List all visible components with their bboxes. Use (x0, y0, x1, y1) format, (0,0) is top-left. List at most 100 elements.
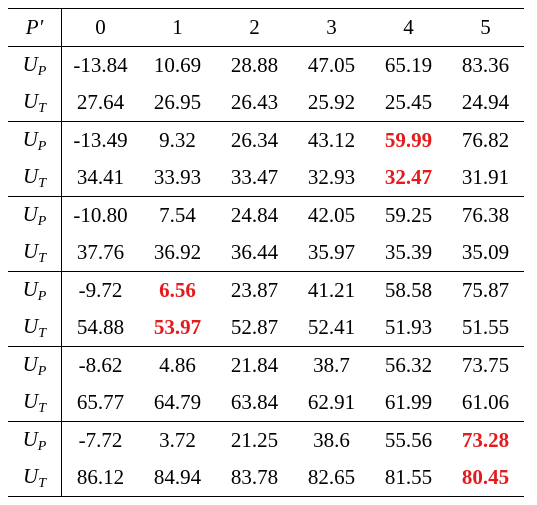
cell: 61.99 (384, 390, 433, 414)
row-label: UP (8, 346, 62, 384)
cell: 25.92 (307, 90, 356, 114)
table-row: UP -7.72 3.72 21.25 38.6 55.56 73.28 (8, 421, 524, 459)
cell: 81.55 (370, 459, 447, 497)
label-sub: P (37, 438, 47, 454)
label-main: U (23, 388, 39, 413)
cell: 76.82 (447, 121, 524, 159)
table-row: UP -10.80 7.54 24.84 42.05 59.25 76.38 (8, 196, 524, 234)
label-main: U (22, 201, 38, 226)
cell: 25.45 (384, 90, 433, 114)
cell: 65.77 (76, 390, 125, 414)
cell: 82.65 (293, 459, 370, 497)
label-sub: T (38, 475, 46, 491)
cell: 10.69 (139, 46, 216, 84)
cell: 43.12 (293, 121, 370, 159)
column-header: 0 (61, 8, 139, 47)
table-row: UT 54.88 53.97 52.87 52.41 51.93 51.55 (8, 309, 524, 347)
label-main: U (22, 276, 38, 301)
label-sub: P (37, 63, 47, 79)
row-label: UP (8, 271, 62, 309)
row-label: UP (8, 121, 62, 159)
row-label: UT (8, 309, 62, 347)
cell: 26.34 (216, 121, 293, 159)
row-label: UT (8, 159, 62, 197)
cell: 63.84 (230, 390, 279, 414)
cell: 62.91 (307, 390, 356, 414)
cell: 36.92 (153, 240, 202, 264)
row-label: UT (8, 459, 62, 497)
cell: 56.32 (370, 346, 447, 384)
label-sub: T (38, 250, 46, 266)
cell: 21.25 (216, 421, 293, 459)
cell: 24.84 (216, 196, 293, 234)
row-label: UT (8, 84, 62, 122)
label-main: U (22, 126, 38, 151)
label-main: U (23, 463, 39, 488)
cell: 23.87 (216, 271, 293, 309)
cell: 52.41 (307, 315, 356, 339)
cell: -9.72 (61, 271, 139, 309)
cell: 52.87 (230, 315, 279, 339)
cell: 61.06 (461, 390, 510, 414)
cell: 26.95 (153, 90, 202, 114)
label-main: U (22, 351, 38, 376)
table-row: UP -13.49 9.32 26.34 43.12 59.99 76.82 (8, 121, 524, 159)
cell: -8.62 (61, 346, 139, 384)
label-main: U (22, 51, 38, 76)
cell: 86.12 (61, 459, 139, 497)
cell: 33.93 (153, 165, 202, 189)
corner-header: P′ (8, 8, 62, 47)
cell: -13.49 (61, 121, 139, 159)
label-sub: T (38, 100, 46, 116)
cell: 83.36 (447, 46, 524, 84)
label-main: U (23, 163, 39, 188)
cell: 36.44 (230, 240, 279, 264)
cell: 83.78 (216, 459, 293, 497)
row-label: UP (8, 46, 62, 84)
label-sub: P (37, 363, 47, 379)
cell: 26.43 (230, 90, 279, 114)
column-header: 2 (216, 8, 293, 47)
cell: 35.09 (461, 240, 510, 264)
cell: 76.38 (447, 196, 524, 234)
cell: 35.39 (384, 240, 433, 264)
label-main: U (22, 426, 38, 451)
table-row: UP -8.62 4.86 21.84 38.7 56.32 73.75 (8, 346, 524, 384)
table-row: UP -9.72 6.56 23.87 41.21 58.58 75.87 (8, 271, 524, 309)
highlighted-cell: 73.28 (447, 421, 524, 459)
table-row: UT 86.12 84.94 83.78 82.65 81.55 80.45 (8, 459, 524, 497)
cell: 31.91 (461, 165, 510, 189)
label-main: U (23, 313, 39, 338)
cell: 51.55 (461, 315, 510, 339)
row-label: UP (8, 196, 62, 234)
table-row: UT 34.41 33.93 33.47 32.93 32.47 31.91 (8, 159, 524, 197)
cell: 9.32 (139, 121, 216, 159)
table-row: UT 27.64 26.95 26.43 25.92 25.45 24.94 (8, 84, 524, 122)
cell: 59.25 (370, 196, 447, 234)
cell: 34.41 (76, 165, 125, 189)
highlighted-cell: 53.97 (153, 315, 202, 339)
cell: 84.94 (139, 459, 216, 497)
cell: 33.47 (230, 165, 279, 189)
cell: 28.88 (216, 46, 293, 84)
highlighted-cell: 6.56 (139, 271, 216, 309)
label-sub: T (38, 175, 46, 191)
table-row: UP -13.84 10.69 28.88 47.05 65.19 83.36 (8, 46, 524, 84)
cell: 64.79 (153, 390, 202, 414)
cell: 37.76 (76, 240, 125, 264)
cell: 75.87 (447, 271, 524, 309)
cell: 54.88 (76, 315, 125, 339)
label-sub: P (37, 288, 47, 304)
column-header: 3 (293, 8, 370, 47)
label-sub: T (38, 325, 46, 341)
highlighted-cell: 32.47 (384, 165, 433, 189)
label-sub: P (37, 213, 47, 229)
column-header: 4 (370, 8, 447, 47)
cell: 58.58 (370, 271, 447, 309)
cell: -7.72 (61, 421, 139, 459)
table-row: UT 65.77 64.79 63.84 62.91 61.99 61.06 (8, 384, 524, 422)
